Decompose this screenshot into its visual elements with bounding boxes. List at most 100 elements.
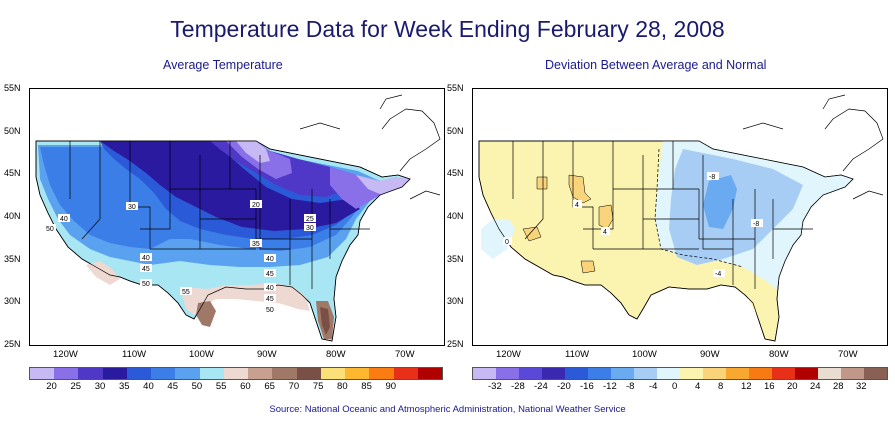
colorbar-swatch	[223, 368, 249, 379]
latitude-tick-label: 50N	[4, 125, 21, 136]
colorbar-swatch	[296, 368, 321, 379]
longitude-tick-label: 90W	[257, 349, 277, 360]
colorbar-swatch	[657, 368, 680, 379]
contour-label: 40	[266, 285, 274, 292]
contour-label: 45	[266, 271, 274, 278]
contour-label: 35	[252, 241, 260, 248]
longitude-tick-label: 90W	[700, 349, 720, 360]
colorbar-label: 40	[143, 381, 154, 392]
us-landmass	[478, 140, 854, 342]
latitude-tick-label: 45N	[447, 168, 464, 179]
colorbar-label: 20	[46, 381, 57, 392]
us-landmass	[35, 140, 411, 342]
colorbar-swatch	[795, 368, 818, 379]
colorbar-label: 32	[856, 381, 867, 392]
average-temperature-title: Average Temperature	[163, 58, 283, 72]
contour-label: 50	[266, 307, 274, 314]
colorbar-label: 25	[70, 381, 82, 392]
colorbar-label: -28	[511, 381, 525, 392]
colorbar-swatch	[369, 368, 394, 379]
contour-label: 25	[306, 216, 314, 223]
colorbar-label: 75	[312, 381, 324, 392]
colorbar-label: 24	[810, 381, 821, 392]
colorbar-swatch	[818, 368, 841, 379]
latitude-tick-label: 55N	[447, 83, 464, 93]
latitude-tick-label: 40N	[447, 211, 464, 221]
latitude-tick-label: 35N	[447, 253, 464, 264]
latitude-tick-label: 25N	[447, 339, 464, 349]
contour-label: 40	[142, 255, 150, 262]
longitude-tick-label: 80W	[769, 349, 789, 360]
colorbar-swatch	[749, 368, 772, 379]
contour-labels: -8 4 4 4 -4 -8 0 -4	[503, 172, 763, 278]
average-temperature-map: 30 40 50 20 25 30 35 40 45 40 45 50 55 4…	[29, 88, 445, 346]
colorbar-label: 30	[94, 381, 106, 392]
colorbar-swatch	[126, 368, 152, 379]
latitude-tick-label: 50N	[447, 125, 464, 136]
colorbar-label: 80	[337, 381, 348, 392]
contour-label: 4	[575, 202, 579, 209]
colorbar-label: 90	[385, 381, 397, 392]
latitude-tick-label: 30N	[4, 296, 21, 307]
colorbar-label: 12	[741, 381, 752, 392]
colorbar-swatch	[199, 368, 224, 379]
contour-label: 40	[266, 256, 274, 263]
colorbar-swatch	[473, 368, 496, 379]
colorbar-swatch	[272, 368, 297, 379]
contour-label: 45	[266, 296, 274, 303]
contour-label: 30	[306, 225, 314, 232]
colorbar-swatch	[519, 368, 542, 379]
state-borders	[478, 94, 884, 342]
colorbar-swatch	[151, 368, 176, 379]
deviation-map-svg: -8 4 4 4 -4 -8 0 -4	[478, 94, 884, 342]
colorbar-swatch	[54, 368, 79, 379]
colorbar-swatch	[30, 368, 55, 379]
colorbar-label: 85	[361, 381, 372, 392]
colorbar-swatch	[565, 368, 588, 379]
state-borders	[35, 94, 441, 342]
colorbar-swatch	[496, 368, 519, 379]
latitude-tick-label: 30N	[447, 296, 464, 307]
colorbar-swatch	[703, 368, 726, 379]
latitude-tick-label: 45N	[4, 168, 21, 179]
latitude-tick-label: 55N	[4, 83, 21, 93]
colorbar-label: -16	[580, 381, 594, 392]
contour-label: 45	[142, 266, 150, 273]
longitude-tick-label: 120W	[53, 349, 78, 360]
contour-label: 40	[60, 216, 68, 223]
latitude-tick-label: 35N	[4, 253, 21, 264]
colorbar-label: 50	[191, 381, 203, 392]
contour-label: 20	[252, 202, 260, 209]
latitude-tick-label: 40N	[4, 211, 21, 221]
colorbar-swatch	[680, 368, 703, 379]
contour-label: -8	[709, 174, 715, 181]
contour-label: -4	[715, 271, 721, 278]
colorbar-swatch	[542, 368, 565, 379]
colorbar-label: -12	[603, 381, 617, 392]
colorbar-label: -32	[488, 381, 502, 392]
colorbar-label: 28	[833, 381, 844, 392]
colorbar-swatch	[588, 368, 611, 379]
colorbar-label: 0	[672, 381, 678, 392]
colorbar-label: 35	[118, 381, 130, 392]
contour-label: -8	[753, 221, 759, 228]
deviation-colorbar	[472, 367, 888, 380]
colorbar-label: -8	[626, 381, 635, 392]
colorbar-label: -24	[534, 381, 548, 392]
colorbar-label: 55	[215, 381, 227, 392]
colorbar-label: 70	[288, 381, 300, 392]
colorbar-swatch	[248, 368, 273, 379]
colorbar-label: 8	[718, 381, 724, 392]
colorbar-swatch	[864, 368, 887, 379]
colorbar-swatch	[417, 368, 442, 379]
longitude-tick-label: 120W	[496, 349, 521, 360]
colorbar-swatch	[78, 368, 103, 379]
longitude-tick-label: 80W	[326, 349, 346, 360]
contour-label: 30	[128, 204, 136, 211]
contour-label: 50	[142, 281, 150, 288]
deviation-title: Deviation Between Average and Normal	[545, 58, 767, 72]
colorbar-label: 60	[240, 381, 251, 392]
latitude-tick-label: 25N	[4, 339, 21, 349]
colorbar-label: -20	[557, 381, 571, 392]
colorbar-label: 4	[695, 381, 701, 392]
